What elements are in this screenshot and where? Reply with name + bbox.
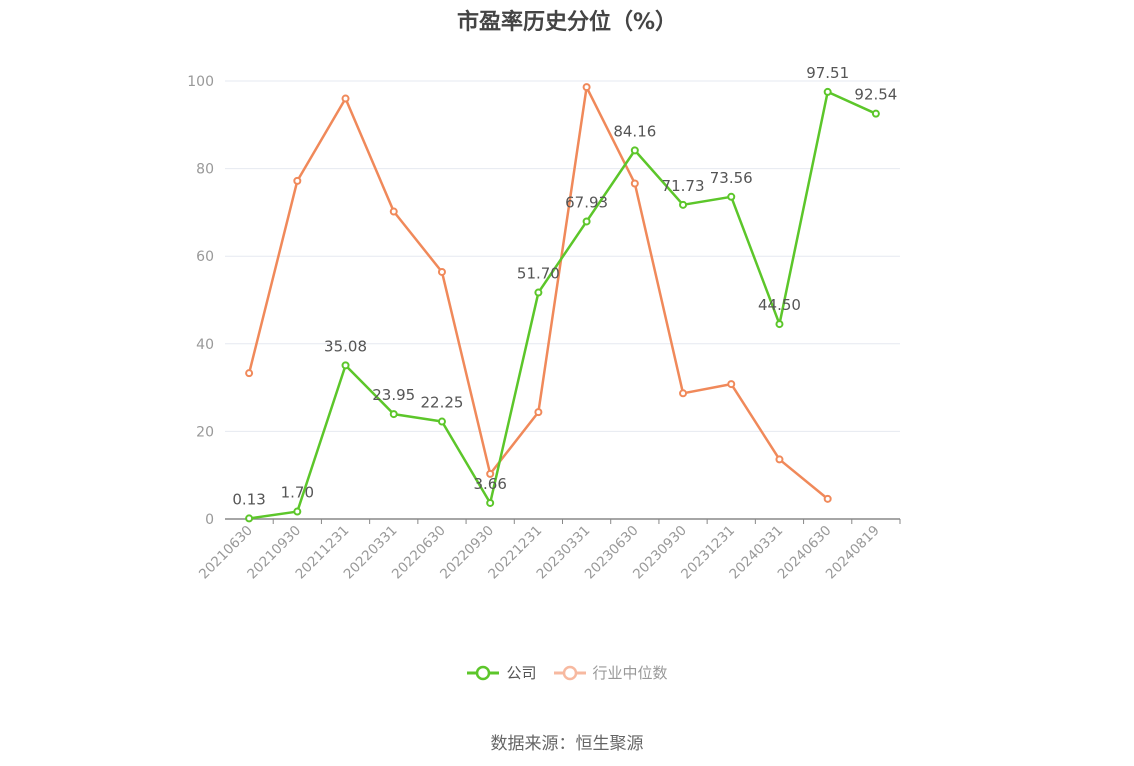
industry-series-point [245, 369, 254, 378]
company-data-label: 3.66 [473, 475, 506, 493]
company-data-label: 23.95 [372, 386, 415, 404]
company-series-point [486, 498, 495, 507]
company-data-label: 51.70 [517, 265, 560, 283]
company-series-point [823, 87, 832, 96]
industry-series-point [775, 455, 784, 464]
company-data-label: 35.08 [324, 337, 367, 355]
company-series-point [534, 288, 543, 297]
legend-item-industry[interactable]: 行业中位数 [553, 662, 668, 683]
legend-label-industry: 行业中位数 [592, 664, 668, 682]
company-series-point [775, 320, 784, 329]
industry-series-point [534, 408, 543, 417]
company-data-label: 84.16 [613, 122, 656, 140]
industry-series-point [679, 389, 688, 398]
industry-series-point [389, 207, 398, 216]
company-series-point [341, 361, 350, 370]
industry-series-point [293, 176, 302, 185]
y-tick-label: 80 [196, 162, 214, 178]
company-series-point [630, 146, 639, 155]
company-series-point [679, 200, 688, 209]
legend-industry-marker-icon [553, 665, 586, 680]
industry-series-point [341, 94, 350, 103]
legend: 公司 行业中位数 [0, 662, 1134, 683]
company-data-label: 44.50 [758, 296, 801, 314]
company-series-point [245, 514, 254, 523]
source-note: 数据来源：恒生聚源 [490, 734, 644, 754]
legend-company-marker-icon [467, 665, 500, 680]
company-series-point [582, 217, 591, 226]
company-series-point [727, 192, 736, 201]
industry-series-point [823, 494, 832, 503]
y-tick-label: 60 [196, 249, 214, 265]
y-tick-label: 100 [187, 74, 214, 90]
y-tick-label: 20 [196, 424, 214, 440]
company-data-label: 22.25 [420, 394, 463, 412]
y-tick-label: 0 [205, 512, 214, 528]
industry-series-point [582, 83, 591, 92]
chart-title: 市盈率历史分位（%） [456, 10, 678, 35]
industry-series-point [486, 469, 495, 478]
company-series-point [871, 109, 880, 118]
company-data-label: 67.93 [565, 193, 608, 211]
legend-item-company[interactable]: 公司 [466, 662, 537, 683]
legend-label-company: 公司 [506, 664, 537, 682]
industry-series-point [437, 267, 446, 276]
company-data-label: 1.70 [281, 484, 314, 502]
company-data-label: 92.54 [854, 86, 897, 104]
company-series-point [437, 417, 446, 426]
company-series-line [248, 90, 877, 520]
industry-series-point [630, 179, 639, 188]
company-series-point [389, 410, 398, 419]
company-data-label: 97.51 [806, 64, 849, 82]
company-data-label: 0.13 [232, 490, 265, 508]
company-data-label: 71.73 [662, 177, 705, 195]
company-data-label: 73.56 [710, 169, 753, 187]
company-series-point [293, 507, 302, 516]
industry-series-point [727, 380, 736, 389]
y-tick-label: 40 [196, 337, 214, 353]
